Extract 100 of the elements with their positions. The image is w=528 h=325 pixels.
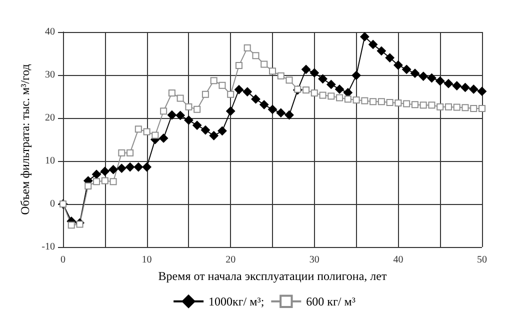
point bbox=[376, 46, 386, 56]
point bbox=[218, 82, 226, 89]
point bbox=[210, 77, 218, 84]
point bbox=[185, 103, 192, 110]
point bbox=[244, 44, 251, 52]
point bbox=[143, 128, 150, 136]
point bbox=[453, 104, 460, 111]
point bbox=[444, 103, 452, 110]
point bbox=[344, 96, 352, 103]
point bbox=[252, 52, 260, 60]
point bbox=[368, 40, 378, 49]
y-tick-label: 40 bbox=[45, 26, 55, 38]
point bbox=[117, 164, 126, 173]
point bbox=[218, 126, 227, 136]
point bbox=[394, 60, 403, 70]
point bbox=[478, 105, 486, 112]
point bbox=[68, 222, 75, 229]
point bbox=[478, 86, 486, 96]
point bbox=[118, 149, 126, 156]
point bbox=[360, 32, 370, 42]
point bbox=[84, 182, 92, 190]
legend-label: 1000кг/ м³; bbox=[208, 294, 264, 308]
point bbox=[234, 85, 244, 94]
point bbox=[192, 120, 202, 130]
y-tick-label: 10 bbox=[45, 156, 55, 166]
point bbox=[110, 178, 117, 186]
x-axis-title: Время от начала эксплуатации полигона, лет bbox=[158, 268, 388, 283]
x-tick-label: 10 bbox=[142, 254, 152, 266]
point bbox=[100, 166, 110, 176]
point bbox=[335, 84, 344, 94]
point bbox=[394, 99, 402, 106]
point bbox=[176, 94, 184, 102]
point bbox=[428, 102, 436, 109]
y-axis-title: Объем фильтрата: тыс. м³/год bbox=[18, 64, 32, 215]
y-tick-label: 0 bbox=[50, 198, 55, 210]
point bbox=[227, 90, 234, 98]
point bbox=[436, 76, 445, 86]
point bbox=[194, 106, 201, 113]
point bbox=[328, 92, 335, 100]
point bbox=[310, 68, 319, 78]
point bbox=[276, 108, 286, 118]
point bbox=[242, 87, 252, 96]
point bbox=[352, 96, 360, 104]
point bbox=[209, 131, 218, 140]
point bbox=[336, 94, 344, 102]
point bbox=[108, 165, 118, 174]
point bbox=[418, 72, 428, 81]
point bbox=[200, 126, 210, 135]
point bbox=[92, 170, 102, 179]
y-tick-label: -10 bbox=[42, 242, 55, 252]
point bbox=[318, 74, 328, 84]
point bbox=[226, 106, 236, 116]
point bbox=[93, 178, 100, 186]
point bbox=[370, 98, 377, 106]
x-tick-label: 30 bbox=[309, 254, 320, 266]
point bbox=[76, 220, 84, 228]
point bbox=[310, 90, 318, 97]
point bbox=[277, 72, 284, 80]
point bbox=[152, 132, 159, 139]
y-tick-label: 30 bbox=[45, 70, 55, 80]
point bbox=[469, 84, 478, 94]
point bbox=[326, 80, 336, 89]
point bbox=[462, 104, 469, 112]
point bbox=[420, 102, 427, 109]
point bbox=[427, 74, 436, 83]
point bbox=[167, 110, 176, 120]
x-tick-label: 20 bbox=[226, 254, 236, 266]
point bbox=[134, 126, 142, 133]
point bbox=[268, 104, 277, 114]
point bbox=[168, 90, 176, 97]
point bbox=[436, 103, 444, 110]
point bbox=[159, 134, 168, 143]
point bbox=[202, 90, 209, 98]
x-tick-label: 40 bbox=[393, 254, 404, 266]
point bbox=[251, 94, 260, 104]
point bbox=[126, 162, 135, 172]
legend-label: 600 кг/ м³ bbox=[306, 294, 356, 308]
point bbox=[452, 81, 462, 90]
point bbox=[260, 60, 268, 68]
point bbox=[101, 177, 108, 184]
point bbox=[361, 97, 368, 104]
point bbox=[319, 92, 326, 99]
point bbox=[142, 162, 152, 172]
y-tick-label: 20 bbox=[45, 112, 55, 124]
point bbox=[284, 110, 294, 120]
point bbox=[411, 101, 418, 108]
point bbox=[160, 108, 168, 115]
point bbox=[444, 79, 453, 88]
point bbox=[184, 116, 194, 125]
point bbox=[460, 82, 470, 92]
point bbox=[176, 110, 185, 120]
point bbox=[269, 68, 276, 75]
point bbox=[302, 64, 311, 74]
point bbox=[126, 149, 134, 156]
point bbox=[410, 68, 420, 78]
point bbox=[386, 99, 394, 106]
x-tick-label: 0 bbox=[60, 254, 66, 266]
point bbox=[402, 64, 412, 74]
point bbox=[260, 100, 269, 110]
point bbox=[134, 162, 143, 172]
